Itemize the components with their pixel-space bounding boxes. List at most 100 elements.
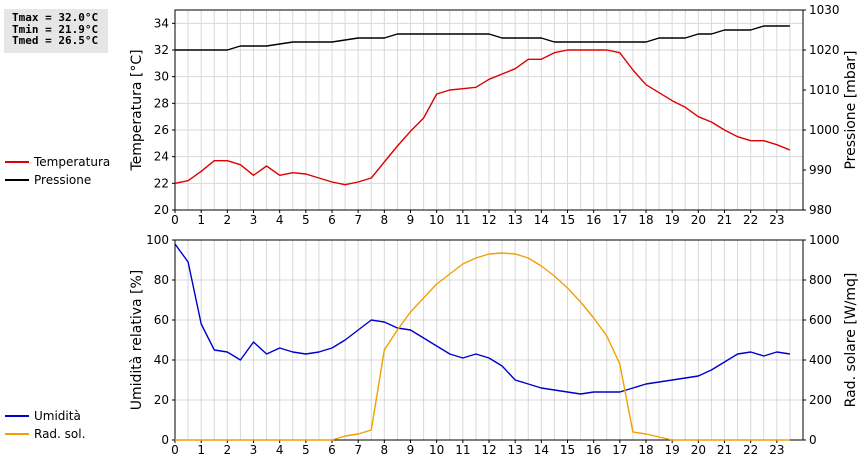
x-tick-label: 9 bbox=[407, 213, 415, 227]
legend-swatch-rad-sol bbox=[5, 433, 29, 435]
y-tick-label: 28 bbox=[154, 96, 169, 110]
legend-swatch-pressione bbox=[5, 179, 29, 181]
series-line-pressione bbox=[175, 25, 790, 51]
x-tick-label: 21 bbox=[717, 213, 732, 227]
legend-item-umidita: Umidità bbox=[0, 407, 85, 425]
legend-swatch-umidita bbox=[5, 415, 29, 417]
legend-item-pressione: Pressione bbox=[0, 171, 110, 189]
x-tick-label: 22 bbox=[743, 443, 758, 457]
y2-tick-label: 1010 bbox=[809, 83, 840, 97]
x-tick-label: 13 bbox=[508, 213, 523, 227]
x-tick-label: 14 bbox=[534, 443, 549, 457]
x-tick-label: 23 bbox=[769, 443, 784, 457]
y-tick-label: 24 bbox=[154, 150, 169, 164]
x-tick-label: 5 bbox=[302, 443, 310, 457]
x-tick-label: 12 bbox=[481, 213, 496, 227]
x-tick-label: 13 bbox=[508, 443, 523, 457]
x-tick-label: 10 bbox=[429, 443, 444, 457]
y2-tick-label: 1020 bbox=[809, 43, 840, 57]
legend-item-temperatura: Temperatura bbox=[0, 153, 110, 171]
x-tick-label: 11 bbox=[455, 443, 470, 457]
stat-tmax: Tmax = 32.0°C bbox=[12, 11, 99, 24]
x-tick-label: 6 bbox=[328, 443, 336, 457]
legend-label-temperatura: Temperatura bbox=[34, 155, 111, 169]
x-tick-label: 14 bbox=[534, 213, 549, 227]
y2-tick-label: 400 bbox=[809, 353, 832, 367]
x-tick-label: 11 bbox=[455, 213, 470, 227]
x-tick-label: 19 bbox=[665, 443, 680, 457]
x-tick-label: 17 bbox=[612, 213, 627, 227]
x-tick-label: 20 bbox=[691, 443, 706, 457]
y2-tick-label: 0 bbox=[809, 433, 817, 447]
x-tick-label: 16 bbox=[586, 443, 601, 457]
x-tick-label: 23 bbox=[769, 213, 784, 227]
y2-tick-label: 800 bbox=[809, 273, 832, 287]
series-line-temperatura bbox=[174, 49, 791, 186]
x-tick-label: 9 bbox=[407, 443, 415, 457]
series-line-rad-sol bbox=[175, 252, 790, 441]
y2-tick-label: 1030 bbox=[809, 3, 840, 17]
stat-tmin: Tmin = 21.9°C bbox=[12, 22, 99, 36]
y2-axis-title: Rad. solare [W/mq] bbox=[843, 273, 859, 408]
x-tick-label: 4 bbox=[276, 443, 284, 457]
series-line-umidit bbox=[174, 243, 791, 395]
y-tick-label: 60 bbox=[154, 313, 169, 327]
x-tick-label: 0 bbox=[171, 213, 179, 227]
x-tick-label: 3 bbox=[250, 213, 258, 227]
y-tick-label: 80 bbox=[154, 273, 169, 287]
legend-label-umidita: Umidità bbox=[34, 409, 81, 423]
x-tick-label: 15 bbox=[560, 213, 575, 227]
y-axis-title: Umidità relativa [%] bbox=[129, 270, 145, 411]
legend-label-pressione: Pressione bbox=[34, 173, 92, 187]
temperature-pressure-chart: 0 1 2 3 4 5 6 7 8 9 10 11 12 13 14 15 16 17 18 19 20 21 22 2320… bbox=[129, 3, 859, 227]
x-tick-label: 1 bbox=[197, 443, 205, 457]
y2-tick-label: 1000 bbox=[809, 123, 840, 137]
y-tick-label: 26 bbox=[154, 123, 169, 137]
x-tick-label: 10 bbox=[429, 213, 444, 227]
y-tick-label: 22 bbox=[154, 176, 169, 190]
x-tick-label: 2 bbox=[224, 443, 232, 457]
x-tick-label: 8 bbox=[381, 213, 389, 227]
legend-bottom: Umidità Rad. sol. bbox=[0, 407, 85, 443]
y2-axis-title: Pressione [mbar] bbox=[843, 50, 859, 169]
y-axis-title: Temperatura [°C] bbox=[129, 49, 145, 171]
x-tick-label: 1 bbox=[197, 213, 205, 227]
y2-tick-label: 990 bbox=[809, 163, 832, 177]
x-tick-label: 0 bbox=[171, 443, 179, 457]
x-tick-label: 12 bbox=[481, 443, 496, 457]
x-tick-label: 21 bbox=[717, 443, 732, 457]
legend-label-rad-sol: Rad. sol. bbox=[34, 427, 86, 441]
legend-top: Temperatura Pressione bbox=[0, 153, 110, 189]
x-tick-label: 18 bbox=[638, 213, 653, 227]
y-tick-label: 20 bbox=[154, 393, 169, 407]
y2-tick-label: 600 bbox=[809, 313, 832, 327]
x-tick-label: 15 bbox=[560, 443, 575, 457]
y-tick-label: 100 bbox=[146, 233, 169, 247]
x-tick-label: 22 bbox=[743, 213, 758, 227]
legend-swatch-temperatura bbox=[5, 161, 29, 163]
x-tick-label: 16 bbox=[586, 213, 601, 227]
x-tick-label: 7 bbox=[354, 213, 362, 227]
y2-tick-label: 200 bbox=[809, 393, 832, 407]
y-tick-label: 40 bbox=[154, 353, 169, 367]
x-tick-label: 7 bbox=[354, 443, 362, 457]
y2-tick-label: 980 bbox=[809, 203, 832, 217]
x-tick-label: 8 bbox=[381, 443, 389, 457]
y-tick-label: 32 bbox=[154, 43, 169, 57]
y-tick-label: 0 bbox=[161, 433, 169, 447]
stat-tmed: Tmed = 26.5°C bbox=[12, 34, 99, 47]
stats-box: Tmax = 32.0°C Tmin = 21.9°C Tmed = 26.5°… bbox=[4, 9, 108, 53]
y2-tick-label: 1000 bbox=[809, 233, 840, 247]
y-tick-label: 30 bbox=[154, 70, 169, 84]
x-tick-label: 3 bbox=[250, 443, 258, 457]
x-tick-label: 2 bbox=[224, 213, 232, 227]
humidity-radiation-chart: 0 1 2 3 4 5 6 7 8 9 10 11 12 13 14 15 16 17 18 19 20 21 22 2302… bbox=[129, 233, 859, 457]
y-tick-label: 20 bbox=[154, 203, 169, 217]
x-tick-label: 18 bbox=[638, 443, 653, 457]
legend-item-rad-sol: Rad. sol. bbox=[0, 425, 85, 443]
x-tick-label: 17 bbox=[612, 443, 627, 457]
x-tick-label: 5 bbox=[302, 213, 310, 227]
x-tick-label: 6 bbox=[328, 213, 336, 227]
x-tick-label: 19 bbox=[665, 213, 680, 227]
